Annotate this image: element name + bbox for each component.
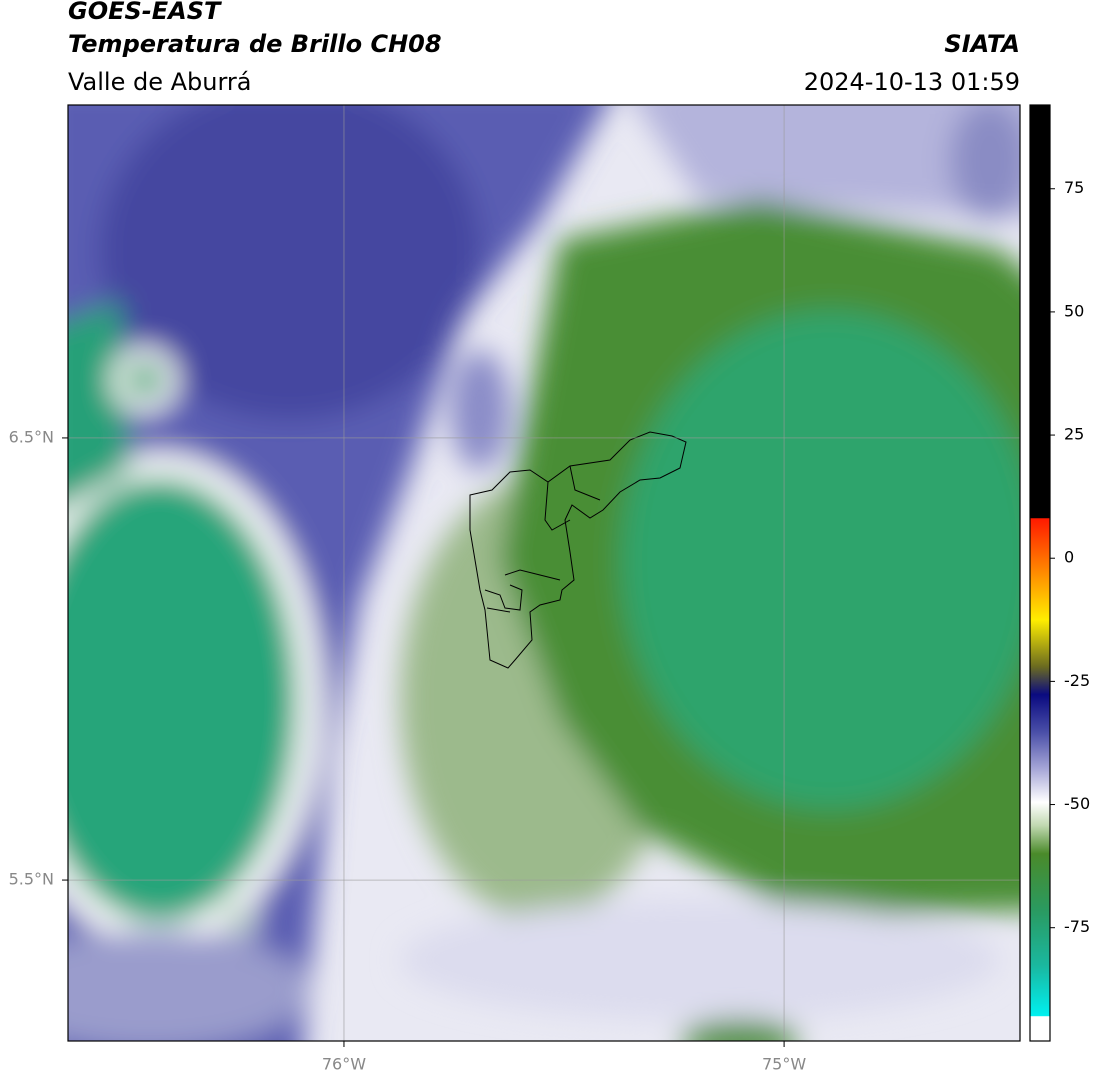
map-frame (67, 104, 1021, 1042)
region: Valle de Aburrá (68, 68, 252, 96)
satellite-image (68, 105, 1020, 1041)
timestamp: 2024-10-13 01:59 (804, 68, 1020, 96)
colorbar (1029, 104, 1051, 1042)
colorbar-tick-label: -25 (1064, 671, 1090, 690)
y-tick-label: 5.5°N (9, 870, 54, 889)
x-tick-label: 76°W (322, 1055, 366, 1074)
grid (68, 105, 1020, 1041)
colorbar-tick-label: 25 (1064, 425, 1084, 444)
subtitle: Temperatura de Brillo CH08 (68, 30, 442, 58)
boundary (469, 431, 687, 669)
colorbar-tick-label: 50 (1064, 301, 1084, 320)
colorbar-tick-label: -75 (1064, 917, 1090, 936)
y-tick-label: 6.5°N (9, 427, 54, 446)
x-tick-label: 75°W (762, 1055, 806, 1074)
colorbar-tick-label: 0 (1064, 548, 1074, 567)
title: GOES-EAST (68, 0, 222, 25)
colorbar-tick-label: -50 (1064, 794, 1090, 813)
source: SIATA (944, 30, 1020, 58)
colorbar-tick-label: 75 (1064, 178, 1084, 197)
